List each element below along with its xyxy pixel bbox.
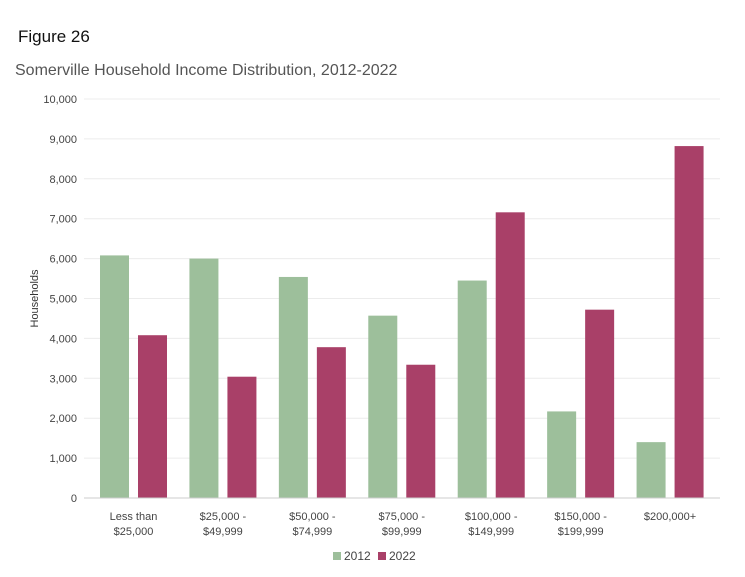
x-tick-label: $199,999: [558, 526, 604, 538]
bar-2022: [674, 146, 704, 498]
bars: [100, 146, 704, 499]
bar-2022: [406, 364, 436, 498]
y-tick-label: 6,000: [49, 254, 77, 266]
legend-swatch-2012: [333, 552, 341, 560]
y-tick-label: 9,000: [49, 134, 77, 146]
legend: 2012 2022: [333, 549, 416, 563]
y-tick-label: 10,000: [43, 94, 77, 106]
x-tick-label: $75,000 -: [379, 511, 426, 523]
x-tick-label: $50,000 -: [289, 511, 336, 523]
bar-2012: [636, 442, 666, 498]
bar-2012: [368, 315, 398, 498]
bar-2012: [189, 258, 219, 498]
legend-swatch-2022: [378, 552, 386, 560]
bar-2022: [138, 335, 167, 498]
y-tick-label: 2,000: [49, 413, 77, 425]
bar-2022: [495, 212, 525, 499]
bar-2012: [100, 255, 129, 498]
x-tick-label: $49,999: [203, 526, 243, 538]
y-tick-label: 0: [71, 493, 77, 505]
x-tick-label: $99,999: [382, 526, 422, 538]
legend-label-2012: 2012: [344, 549, 371, 563]
x-tick-label: $25,000: [114, 526, 154, 538]
x-tick-label: $25,000 -: [200, 511, 247, 523]
y-axis-title: Households: [29, 269, 41, 328]
y-tick-label: 1,000: [49, 453, 77, 465]
y-tick-label: 3,000: [49, 373, 77, 385]
bar-2012: [457, 280, 487, 498]
bar-2022: [316, 347, 346, 498]
x-tick-label: $100,000 -: [465, 511, 518, 523]
x-tick-label: $74,999: [292, 526, 332, 538]
x-tick-label: $200,000+: [644, 511, 696, 523]
y-tick-label: 7,000: [49, 214, 77, 226]
bar-2022: [585, 309, 615, 498]
x-tick-label: Less than: [110, 511, 158, 523]
bar-2022: [227, 376, 257, 498]
bar-2012: [278, 276, 308, 498]
y-tick-label: 4,000: [49, 333, 77, 345]
x-axis-ticks: Less than $25,000 $25,000 - $49,999 $50,000 …: [110, 511, 697, 538]
y-tick-label: 5,000: [49, 294, 77, 306]
y-axis-ticks: 0 1,000 2,000 3,000 4,000 5,000 6,000 7,000 8,00…: [43, 94, 77, 505]
legend-label-2022: 2022: [389, 549, 416, 563]
chart-title: Somerville Household Income Distribution…: [15, 62, 398, 79]
figure-label: Figure 26: [18, 27, 90, 46]
bar-2012: [547, 411, 577, 498]
x-tick-label: $149,999: [468, 526, 514, 538]
gridlines: [84, 98, 720, 459]
y-tick-label: 8,000: [49, 174, 77, 186]
x-tick-label: $150,000 -: [554, 511, 607, 523]
